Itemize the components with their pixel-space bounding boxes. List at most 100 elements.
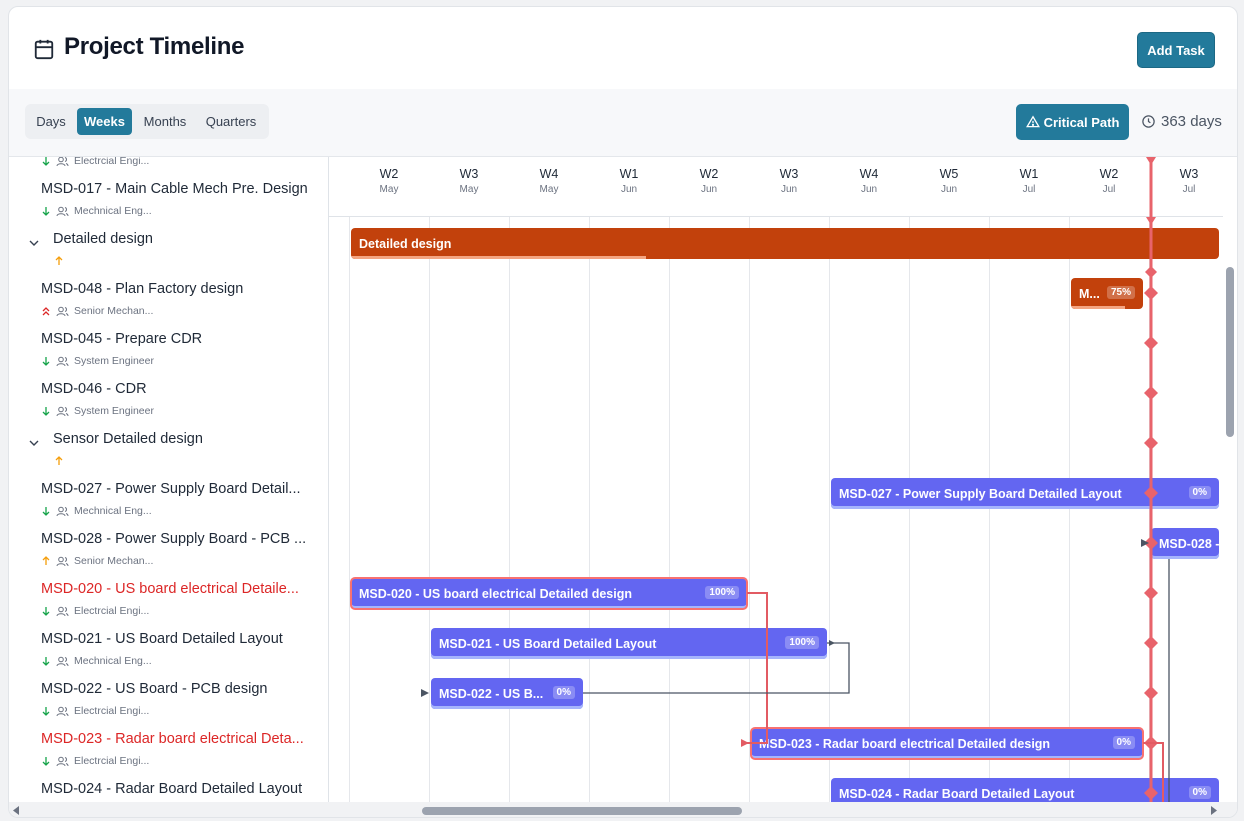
vertical-scroll-thumb[interactable] <box>1226 267 1234 437</box>
task-progress-badge: 0% <box>552 686 575 699</box>
users-icon <box>56 206 69 216</box>
task-bar[interactable]: MSD-023 - Radar board electrical Detaile… <box>750 727 1144 760</box>
task-progress-badge: 100% <box>785 636 819 649</box>
assignee-role: Electrcial Engi... <box>74 705 150 717</box>
task-row[interactable]: MSD-023 - Radar board electrical Deta...… <box>9 717 328 767</box>
priority-medium-icon <box>42 556 50 565</box>
task-row[interactable]: MSD-028 - Power Supply Board - PCB ... Se… <box>9 517 328 567</box>
priority-low-icon <box>42 157 50 166</box>
priority-medium-icon <box>55 256 63 265</box>
scale-months-button[interactable]: Months <box>143 114 187 129</box>
scroll-left-icon[interactable] <box>12 806 20 815</box>
assignee-role: Electrcial Engi... <box>74 157 150 167</box>
week-label: W5 <box>939 167 959 181</box>
task-name: MSD-020 - US board electrical Detaile... <box>41 581 299 597</box>
task-name: MSD-021 - US Board Detailed Layout <box>41 631 283 647</box>
users-icon <box>56 606 69 616</box>
task-bar[interactable]: MSD-022 - US B... 0% <box>431 678 583 709</box>
duration-text: 363 days <box>1161 113 1222 130</box>
users-icon <box>56 656 69 666</box>
task-bar[interactable]: Detailed design <box>351 228 1219 259</box>
users-icon <box>56 406 69 416</box>
users-icon <box>56 356 69 366</box>
users-icon <box>56 306 69 316</box>
task-meta: Mechnical Eng... <box>41 205 152 217</box>
task-meta: Senior Mechan... <box>41 555 153 567</box>
task-name: MSD-046 - CDR <box>41 381 147 397</box>
add-task-button[interactable]: Add Task <box>1137 32 1215 68</box>
task-row[interactable]: MSD-027 - Power Supply Board Detail... Me… <box>9 467 328 517</box>
month-label: May <box>379 184 399 195</box>
week-label: W4 <box>859 167 879 181</box>
users-icon <box>56 756 69 766</box>
task-row[interactable]: MSD-048 - Plan Factory design Senior Mech… <box>9 267 328 317</box>
scale-quarters-button[interactable]: Quarters <box>205 114 257 129</box>
priority-low-icon <box>42 207 50 216</box>
task-bar[interactable]: MSD-027 - Power Supply Board Detailed La… <box>831 478 1219 509</box>
task-meta: Electrcial Engi... <box>41 157 149 167</box>
priority-medium-icon <box>55 456 63 465</box>
clock-icon <box>1142 115 1155 128</box>
task-bar[interactable]: MSD-020 - US board electrical Detailed d… <box>350 577 748 610</box>
header: Project Timeline Add Task <box>9 7 1237 89</box>
task-bar-label: MSD-027 - Power Supply Board Detailed La… <box>839 486 1122 501</box>
critical-path-button[interactable]: Critical Path <box>1016 104 1129 140</box>
task-row[interactable]: MSD-021 - US Board Detailed Layout Mechni… <box>9 617 328 667</box>
month-label: Jul <box>1102 184 1116 195</box>
task-row[interactable]: MSD-024 - Radar Board Detailed Layout <box>9 767 328 802</box>
assignee-role: Senior Mechan... <box>74 555 154 567</box>
task-bar[interactable]: MSD-021 - US Board Detailed Layout 100% <box>431 628 827 659</box>
chevron-down-icon[interactable] <box>29 239 39 247</box>
month-label: Jun <box>620 184 638 195</box>
task-progress-fill <box>1071 306 1125 309</box>
priority-low-icon <box>42 507 50 516</box>
group-priority <box>54 453 64 471</box>
task-row[interactable]: MSD-017 - Main Cable Mech Pre. Design Mec… <box>9 167 328 217</box>
task-name: MSD-024 - Radar Board Detailed Layout <box>41 781 303 797</box>
task-meta: System Engineer <box>41 355 154 367</box>
priority-high-icon <box>42 307 50 316</box>
timescale-column: W4 May <box>509 167 589 195</box>
users-icon <box>56 556 69 566</box>
users-icon <box>56 506 69 516</box>
week-label: W2 <box>1099 167 1119 181</box>
horizontal-scrollbar[interactable] <box>9 802 1237 817</box>
timescale-column: W2 Jul <box>1069 167 1149 195</box>
task-group-row[interactable]: Sensor Detailed design <box>9 417 328 467</box>
task-row[interactable]: MSD-045 - Prepare CDR System Engineer <box>9 317 328 367</box>
task-bar[interactable]: M... 75% <box>1071 278 1143 309</box>
scroll-right-icon[interactable] <box>1210 806 1218 815</box>
task-meta: System Engineer <box>41 405 154 417</box>
task-row[interactable]: Electrcial Engi... <box>9 157 328 167</box>
task-row[interactable]: MSD-020 - US board electrical Detaile...… <box>9 567 328 617</box>
task-row[interactable]: MSD-046 - CDR System Engineer <box>9 367 328 417</box>
task-meta: Electrcial Engi... <box>41 605 149 617</box>
scale-days-button[interactable]: Days <box>36 114 66 129</box>
task-row[interactable]: MSD-022 - US Board - PCB design Electrcia… <box>9 667 328 717</box>
month-label: Jun <box>700 184 718 195</box>
task-bar-label: Detailed design <box>359 236 452 251</box>
page-title: Project Timeline <box>64 33 245 60</box>
task-group-row[interactable]: Detailed design <box>9 217 328 267</box>
scale-weeks-button[interactable]: Weeks <box>77 108 132 135</box>
duration-display: 363 days <box>1141 113 1222 130</box>
warning-icon <box>1025 115 1040 128</box>
task-bar-label: MSD-022 - US B... <box>439 686 544 701</box>
task-bar[interactable]: MSD-028 - <box>1151 528 1219 559</box>
horizontal-scroll-thumb[interactable] <box>422 807 742 815</box>
chevron-down-icon[interactable] <box>29 439 39 447</box>
app-window: Project Timeline Add Task Days Weeks Mon… <box>8 6 1238 818</box>
task-name: MSD-017 - Main Cable Mech Pre. Design <box>41 181 308 197</box>
month-label: Jun <box>860 184 878 195</box>
task-progress-fill <box>351 256 647 259</box>
task-list: Electrcial Engi... MSD-017 - Main Cable M… <box>9 157 329 802</box>
timescale-column: W1 Jul <box>989 167 1069 195</box>
vertical-scrollbar[interactable] <box>1223 217 1237 802</box>
task-bar[interactable]: MSD-024 - Radar Board Detailed Layout 0% <box>831 778 1219 802</box>
month-label: Jul <box>1182 184 1196 195</box>
assignee-role: System Engineer <box>74 355 154 367</box>
task-bar-label: MSD-023 - Radar board electrical Detaile… <box>759 736 1051 751</box>
task-name: MSD-028 - Power Supply Board - PCB ... <box>41 531 307 547</box>
week-label: W1 <box>619 167 639 181</box>
priority-low-icon <box>42 657 50 666</box>
